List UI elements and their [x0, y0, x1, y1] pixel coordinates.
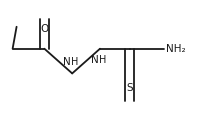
Text: H: H [99, 55, 107, 65]
Text: NH₂: NH₂ [166, 44, 185, 54]
Text: O: O [40, 24, 49, 34]
Text: N: N [63, 57, 71, 67]
Text: H: H [71, 57, 79, 67]
Text: N: N [91, 55, 99, 65]
Text: S: S [126, 83, 133, 93]
